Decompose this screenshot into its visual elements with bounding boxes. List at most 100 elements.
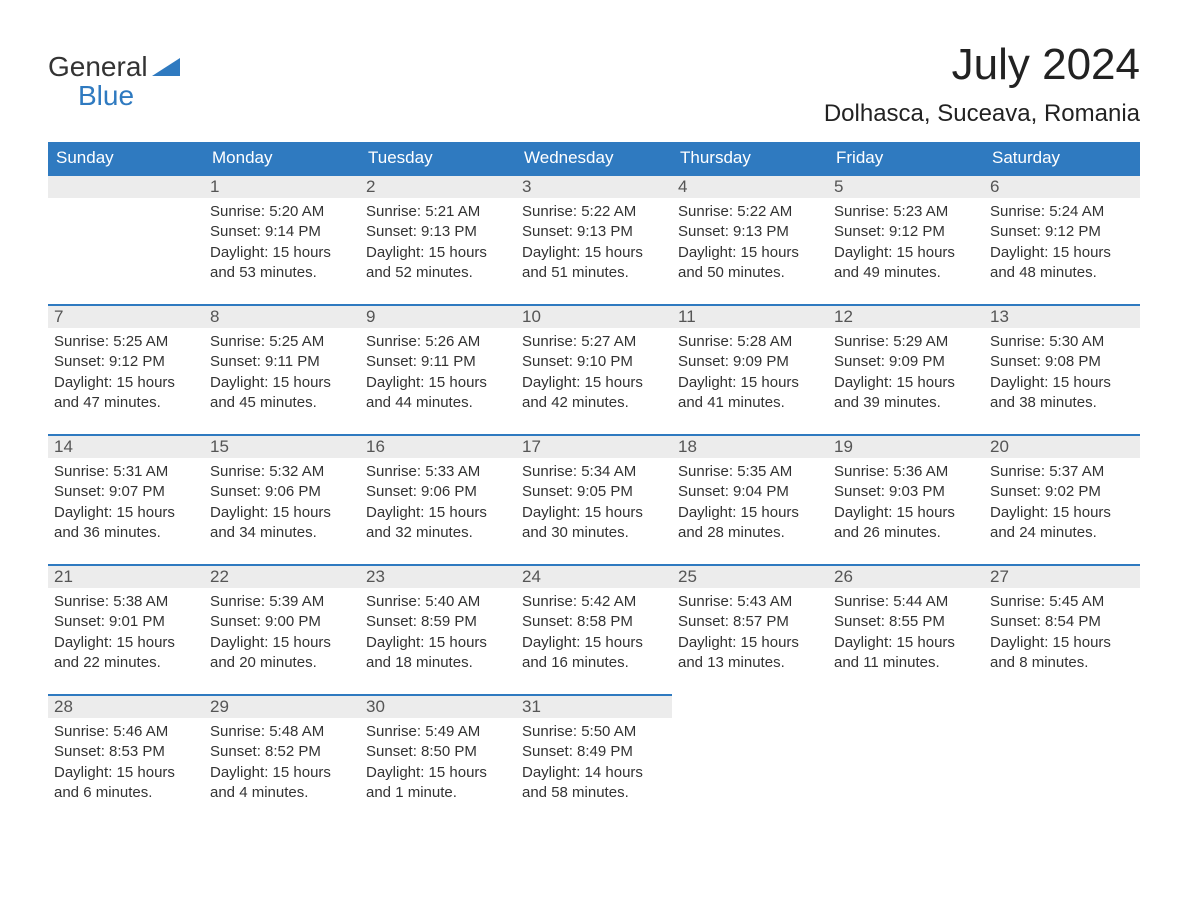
location: Dolhasca, Suceava, Romania <box>824 100 1140 128</box>
weekday-header: Tuesday <box>360 142 516 174</box>
header: General Blue July 2024 Dolhasca, Suceava… <box>48 40 1140 128</box>
calendar-cell: 9Sunrise: 5:26 AMSunset: 9:11 PMDaylight… <box>360 304 516 434</box>
day-details: Sunrise: 5:50 AMSunset: 8:49 PMDaylight:… <box>516 718 672 811</box>
calendar-cell <box>48 174 204 304</box>
day-details: Sunrise: 5:30 AMSunset: 9:08 PMDaylight:… <box>984 328 1140 421</box>
day-details: Sunrise: 5:23 AMSunset: 9:12 PMDaylight:… <box>828 198 984 291</box>
day-number: 8 <box>204 306 360 328</box>
day-details: Sunrise: 5:21 AMSunset: 9:13 PMDaylight:… <box>360 198 516 291</box>
calendar-cell: 10Sunrise: 5:27 AMSunset: 9:10 PMDayligh… <box>516 304 672 434</box>
day-details: Sunrise: 5:36 AMSunset: 9:03 PMDaylight:… <box>828 458 984 551</box>
day-number: 23 <box>360 566 516 588</box>
day-details: Sunrise: 5:42 AMSunset: 8:58 PMDaylight:… <box>516 588 672 681</box>
day-details: Sunrise: 5:43 AMSunset: 8:57 PMDaylight:… <box>672 588 828 681</box>
calendar-cell: 8Sunrise: 5:25 AMSunset: 9:11 PMDaylight… <box>204 304 360 434</box>
day-details: Sunrise: 5:37 AMSunset: 9:02 PMDaylight:… <box>984 458 1140 551</box>
day-number: 27 <box>984 566 1140 588</box>
day-details: Sunrise: 5:48 AMSunset: 8:52 PMDaylight:… <box>204 718 360 811</box>
calendar-cell: 27Sunrise: 5:45 AMSunset: 8:54 PMDayligh… <box>984 564 1140 694</box>
weekday-header: Friday <box>828 142 984 174</box>
day-details: Sunrise: 5:35 AMSunset: 9:04 PMDaylight:… <box>672 458 828 551</box>
calendar-row: 14Sunrise: 5:31 AMSunset: 9:07 PMDayligh… <box>48 434 1140 564</box>
calendar-cell: 12Sunrise: 5:29 AMSunset: 9:09 PMDayligh… <box>828 304 984 434</box>
day-number: 30 <box>360 696 516 718</box>
day-details: Sunrise: 5:20 AMSunset: 9:14 PMDaylight:… <box>204 198 360 291</box>
calendar-row: 21Sunrise: 5:38 AMSunset: 9:01 PMDayligh… <box>48 564 1140 694</box>
weekday-header: Monday <box>204 142 360 174</box>
day-number: 24 <box>516 566 672 588</box>
calendar-cell: 22Sunrise: 5:39 AMSunset: 9:00 PMDayligh… <box>204 564 360 694</box>
logo-triangle-icon <box>152 52 180 81</box>
day-number: 20 <box>984 436 1140 458</box>
calendar-cell: 14Sunrise: 5:31 AMSunset: 9:07 PMDayligh… <box>48 434 204 564</box>
day-number: 22 <box>204 566 360 588</box>
weekday-header: Sunday <box>48 142 204 174</box>
day-details: Sunrise: 5:39 AMSunset: 9:00 PMDaylight:… <box>204 588 360 681</box>
day-number: 6 <box>984 176 1140 198</box>
day-number: 3 <box>516 176 672 198</box>
page-title: July 2024 <box>824 40 1140 90</box>
day-number: 21 <box>48 566 204 588</box>
day-number: 18 <box>672 436 828 458</box>
day-details: Sunrise: 5:22 AMSunset: 9:13 PMDaylight:… <box>516 198 672 291</box>
calendar-cell: 25Sunrise: 5:43 AMSunset: 8:57 PMDayligh… <box>672 564 828 694</box>
day-number: 4 <box>672 176 828 198</box>
day-details: Sunrise: 5:22 AMSunset: 9:13 PMDaylight:… <box>672 198 828 291</box>
calendar-cell: 30Sunrise: 5:49 AMSunset: 8:50 PMDayligh… <box>360 694 516 824</box>
calendar-cell: 29Sunrise: 5:48 AMSunset: 8:52 PMDayligh… <box>204 694 360 824</box>
day-details: Sunrise: 5:33 AMSunset: 9:06 PMDaylight:… <box>360 458 516 551</box>
day-details: Sunrise: 5:34 AMSunset: 9:05 PMDaylight:… <box>516 458 672 551</box>
calendar-cell <box>672 694 828 824</box>
calendar-cell: 19Sunrise: 5:36 AMSunset: 9:03 PMDayligh… <box>828 434 984 564</box>
day-number: 7 <box>48 306 204 328</box>
title-block: July 2024 Dolhasca, Suceava, Romania <box>824 40 1140 128</box>
day-details: Sunrise: 5:40 AMSunset: 8:59 PMDaylight:… <box>360 588 516 681</box>
calendar-cell: 11Sunrise: 5:28 AMSunset: 9:09 PMDayligh… <box>672 304 828 434</box>
calendar-cell: 6Sunrise: 5:24 AMSunset: 9:12 PMDaylight… <box>984 174 1140 304</box>
day-details: Sunrise: 5:29 AMSunset: 9:09 PMDaylight:… <box>828 328 984 421</box>
day-number: 5 <box>828 176 984 198</box>
calendar-cell <box>828 694 984 824</box>
day-number: 31 <box>516 696 672 718</box>
day-number: 11 <box>672 306 828 328</box>
day-number: 15 <box>204 436 360 458</box>
day-number: 2 <box>360 176 516 198</box>
day-number: 26 <box>828 566 984 588</box>
day-details: Sunrise: 5:32 AMSunset: 9:06 PMDaylight:… <box>204 458 360 551</box>
calendar-body: 1Sunrise: 5:20 AMSunset: 9:14 PMDaylight… <box>48 174 1140 824</box>
calendar-cell: 21Sunrise: 5:38 AMSunset: 9:01 PMDayligh… <box>48 564 204 694</box>
calendar-cell: 26Sunrise: 5:44 AMSunset: 8:55 PMDayligh… <box>828 564 984 694</box>
day-number: 14 <box>48 436 204 458</box>
day-details: Sunrise: 5:28 AMSunset: 9:09 PMDaylight:… <box>672 328 828 421</box>
calendar-cell: 18Sunrise: 5:35 AMSunset: 9:04 PMDayligh… <box>672 434 828 564</box>
day-number: 25 <box>672 566 828 588</box>
calendar-cell: 31Sunrise: 5:50 AMSunset: 8:49 PMDayligh… <box>516 694 672 824</box>
day-details: Sunrise: 5:26 AMSunset: 9:11 PMDaylight:… <box>360 328 516 421</box>
calendar-cell <box>984 694 1140 824</box>
calendar-cell: 4Sunrise: 5:22 AMSunset: 9:13 PMDaylight… <box>672 174 828 304</box>
day-details: Sunrise: 5:49 AMSunset: 8:50 PMDaylight:… <box>360 718 516 811</box>
day-number: 1 <box>204 176 360 198</box>
calendar-row: 28Sunrise: 5:46 AMSunset: 8:53 PMDayligh… <box>48 694 1140 824</box>
day-number: 16 <box>360 436 516 458</box>
calendar-cell: 1Sunrise: 5:20 AMSunset: 9:14 PMDaylight… <box>204 174 360 304</box>
calendar-cell: 24Sunrise: 5:42 AMSunset: 8:58 PMDayligh… <box>516 564 672 694</box>
day-number: 19 <box>828 436 984 458</box>
day-number: 9 <box>360 306 516 328</box>
weekday-header: Wednesday <box>516 142 672 174</box>
day-number: 28 <box>48 696 204 718</box>
day-number: 13 <box>984 306 1140 328</box>
day-details: Sunrise: 5:45 AMSunset: 8:54 PMDaylight:… <box>984 588 1140 681</box>
day-details: Sunrise: 5:24 AMSunset: 9:12 PMDaylight:… <box>984 198 1140 291</box>
day-number: 12 <box>828 306 984 328</box>
calendar-cell: 13Sunrise: 5:30 AMSunset: 9:08 PMDayligh… <box>984 304 1140 434</box>
day-details: Sunrise: 5:44 AMSunset: 8:55 PMDaylight:… <box>828 588 984 681</box>
calendar-cell: 17Sunrise: 5:34 AMSunset: 9:05 PMDayligh… <box>516 434 672 564</box>
day-details: Sunrise: 5:25 AMSunset: 9:11 PMDaylight:… <box>204 328 360 421</box>
day-details: Sunrise: 5:27 AMSunset: 9:10 PMDaylight:… <box>516 328 672 421</box>
weekday-header: Saturday <box>984 142 1140 174</box>
day-details: Sunrise: 5:31 AMSunset: 9:07 PMDaylight:… <box>48 458 204 551</box>
logo-text-line2: Blue <box>48 81 180 110</box>
day-number: 10 <box>516 306 672 328</box>
calendar-cell: 3Sunrise: 5:22 AMSunset: 9:13 PMDaylight… <box>516 174 672 304</box>
